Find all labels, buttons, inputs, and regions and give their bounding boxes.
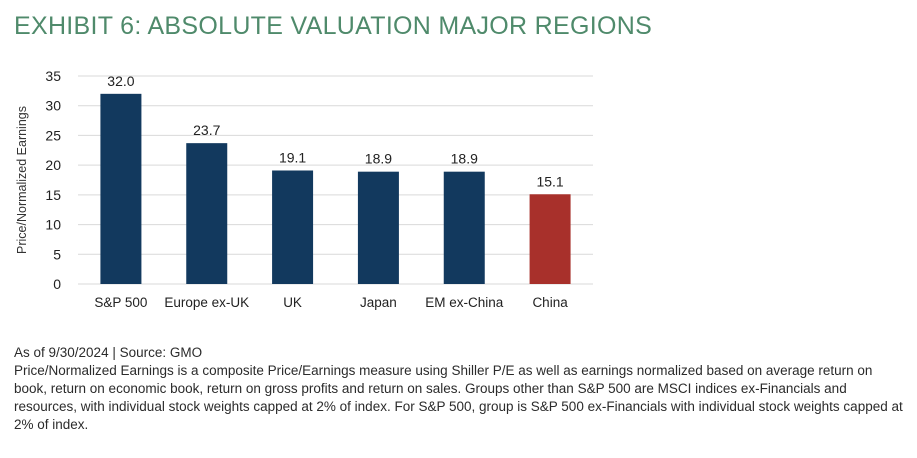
bar — [357, 171, 399, 284]
bars — [100, 93, 571, 284]
x-tick-label: S&P 500 — [94, 295, 147, 310]
y-tick-label: 0 — [53, 276, 61, 292]
value-labels: 32.0 23.7 19.1 18.9 18.9 15.1 — [107, 73, 564, 189]
bar-value-label: 15.1 — [536, 173, 563, 189]
bar-value-label: 23.7 — [193, 122, 220, 138]
chart-notes: As of 9/30/2024 | Source: GMO Price/Norm… — [14, 344, 909, 434]
y-axis-ticks: 0 5 10 15 20 25 30 35 — [45, 68, 61, 292]
bar — [272, 170, 314, 284]
source-note: As of 9/30/2024 | Source: GMO — [14, 345, 203, 360]
bar-value-label: 18.9 — [365, 151, 392, 167]
bar — [443, 171, 485, 284]
y-tick-label: 35 — [45, 68, 61, 84]
description-note: Price/Normalized Earnings is a composite… — [14, 363, 903, 432]
y-tick-label: 20 — [45, 157, 61, 173]
x-tick-label: Europe ex-UK — [164, 295, 249, 310]
x-tick-label: China — [532, 295, 568, 310]
bar — [186, 143, 228, 284]
x-tick-label: EM ex-China — [425, 295, 504, 310]
bar-value-label: 32.0 — [107, 73, 134, 89]
bar — [529, 194, 571, 284]
grid-lines — [78, 75, 593, 285]
bar-value-label: 19.1 — [279, 149, 306, 165]
x-tick-label: UK — [283, 295, 302, 310]
y-axis-label: Price/Normalized Earnings — [15, 106, 29, 254]
x-axis-ticks: S&P 500 Europe ex-UK UK Japan EM ex-China Chi… — [94, 295, 568, 310]
bar — [100, 93, 142, 284]
y-tick-label: 10 — [45, 217, 61, 233]
chart-title: EXHIBIT 6: ABSOLUTE VALUATION MAJOR REGI… — [14, 12, 653, 40]
y-tick-label: 15 — [45, 187, 61, 203]
y-tick-label: 30 — [45, 98, 61, 114]
y-tick-label: 25 — [45, 127, 61, 143]
bar-value-label: 18.9 — [451, 151, 478, 167]
y-tick-label: 5 — [53, 246, 61, 262]
x-tick-label: Japan — [360, 295, 397, 310]
